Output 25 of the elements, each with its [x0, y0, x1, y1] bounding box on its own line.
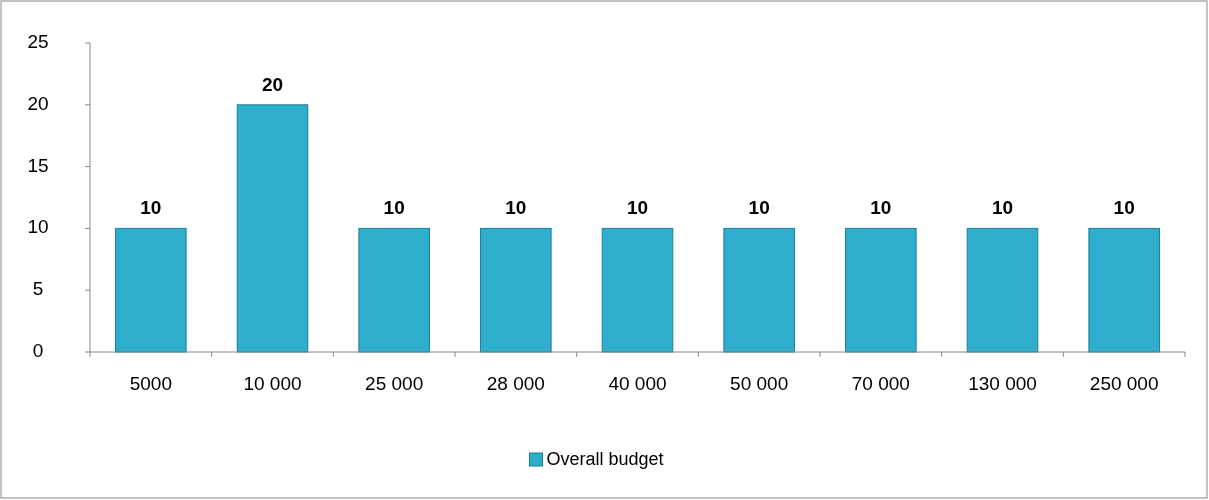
data-label: 10 [991, 197, 1014, 219]
data-label: 10 [1113, 197, 1135, 219]
x-tick-label: 25 000 [365, 373, 424, 394]
y-tick-label: 10 [27, 216, 49, 238]
data-label: 10 [383, 197, 405, 219]
data-label: 10 [870, 197, 892, 219]
y-tick-label: 25 [27, 31, 49, 53]
x-tick-label: 250 000 [1089, 373, 1159, 394]
data-label: 10 [626, 197, 649, 219]
x-tick-label: 5000 [129, 373, 172, 394]
data-label: 10 [748, 197, 770, 219]
data-label: 10 [140, 197, 162, 219]
y-tick-label: 20 [27, 92, 49, 114]
x-tick-label: 70 000 [851, 373, 910, 394]
y-tick-label: 0 [32, 340, 44, 362]
y-tick-label: 15 [27, 154, 49, 176]
legend-label: Overall budget [546, 448, 664, 469]
x-tick-label: 40 000 [608, 373, 667, 394]
x-tick-label: 28 000 [486, 373, 545, 394]
y-tick-label: 5 [32, 278, 44, 300]
x-tick-label: 10 000 [243, 373, 302, 394]
data-label: 10 [505, 197, 527, 219]
x-tick-label: 130 000 [968, 373, 1037, 394]
x-tick-label: 50 000 [730, 373, 789, 394]
data-label: 20 [261, 73, 284, 95]
